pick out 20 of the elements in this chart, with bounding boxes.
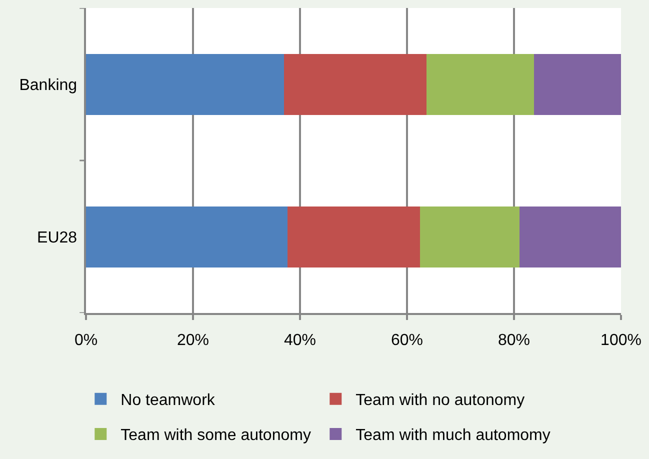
legend-label: No teamwork (120, 392, 216, 410)
legend-label: Team with much automomy (356, 427, 550, 444)
bar (420, 206, 520, 268)
x-tick-label: 20% (176, 332, 210, 349)
bar (426, 54, 534, 115)
x-tick-label: 80% (498, 332, 530, 349)
x-tick-label: 0% (74, 332, 98, 349)
bar (284, 54, 426, 115)
bar (86, 54, 284, 115)
x-tick-label: 40% (284, 332, 316, 349)
x-tick-label: 100% (600, 332, 642, 349)
legend-label: Team with some autonomy (120, 427, 311, 444)
bar (519, 206, 621, 268)
bar (86, 206, 288, 268)
x-tick-label: 60% (390, 332, 424, 349)
bar (534, 54, 621, 115)
legend-label: Team with no autonomy (356, 392, 525, 410)
y-tick-label: Banking (19, 76, 78, 94)
y-tick-label: EU28 (37, 229, 78, 246)
bar (288, 206, 420, 268)
